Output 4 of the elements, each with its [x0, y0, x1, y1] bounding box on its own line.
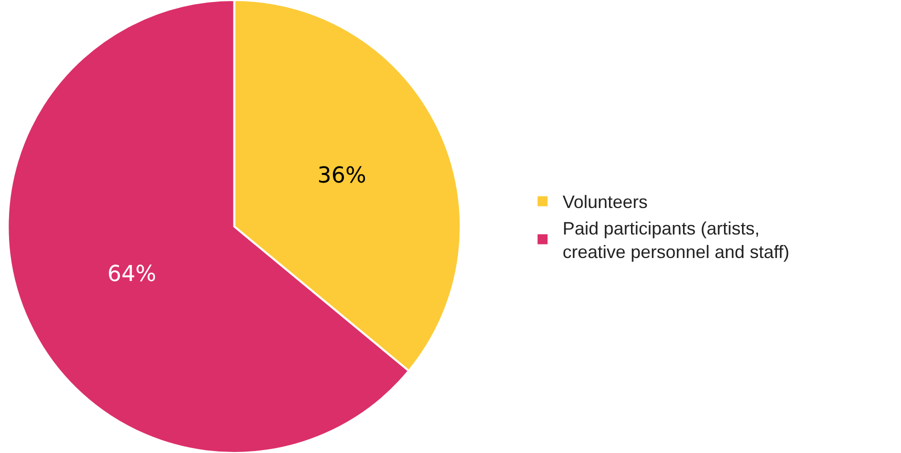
data-label: 64% [107, 262, 156, 288]
legend-label: Paid participants (artists, creative personnel and staff) [562, 218, 790, 262]
data-label: 36% [317, 163, 366, 188]
legend-label: Volunteers [562, 192, 648, 212]
